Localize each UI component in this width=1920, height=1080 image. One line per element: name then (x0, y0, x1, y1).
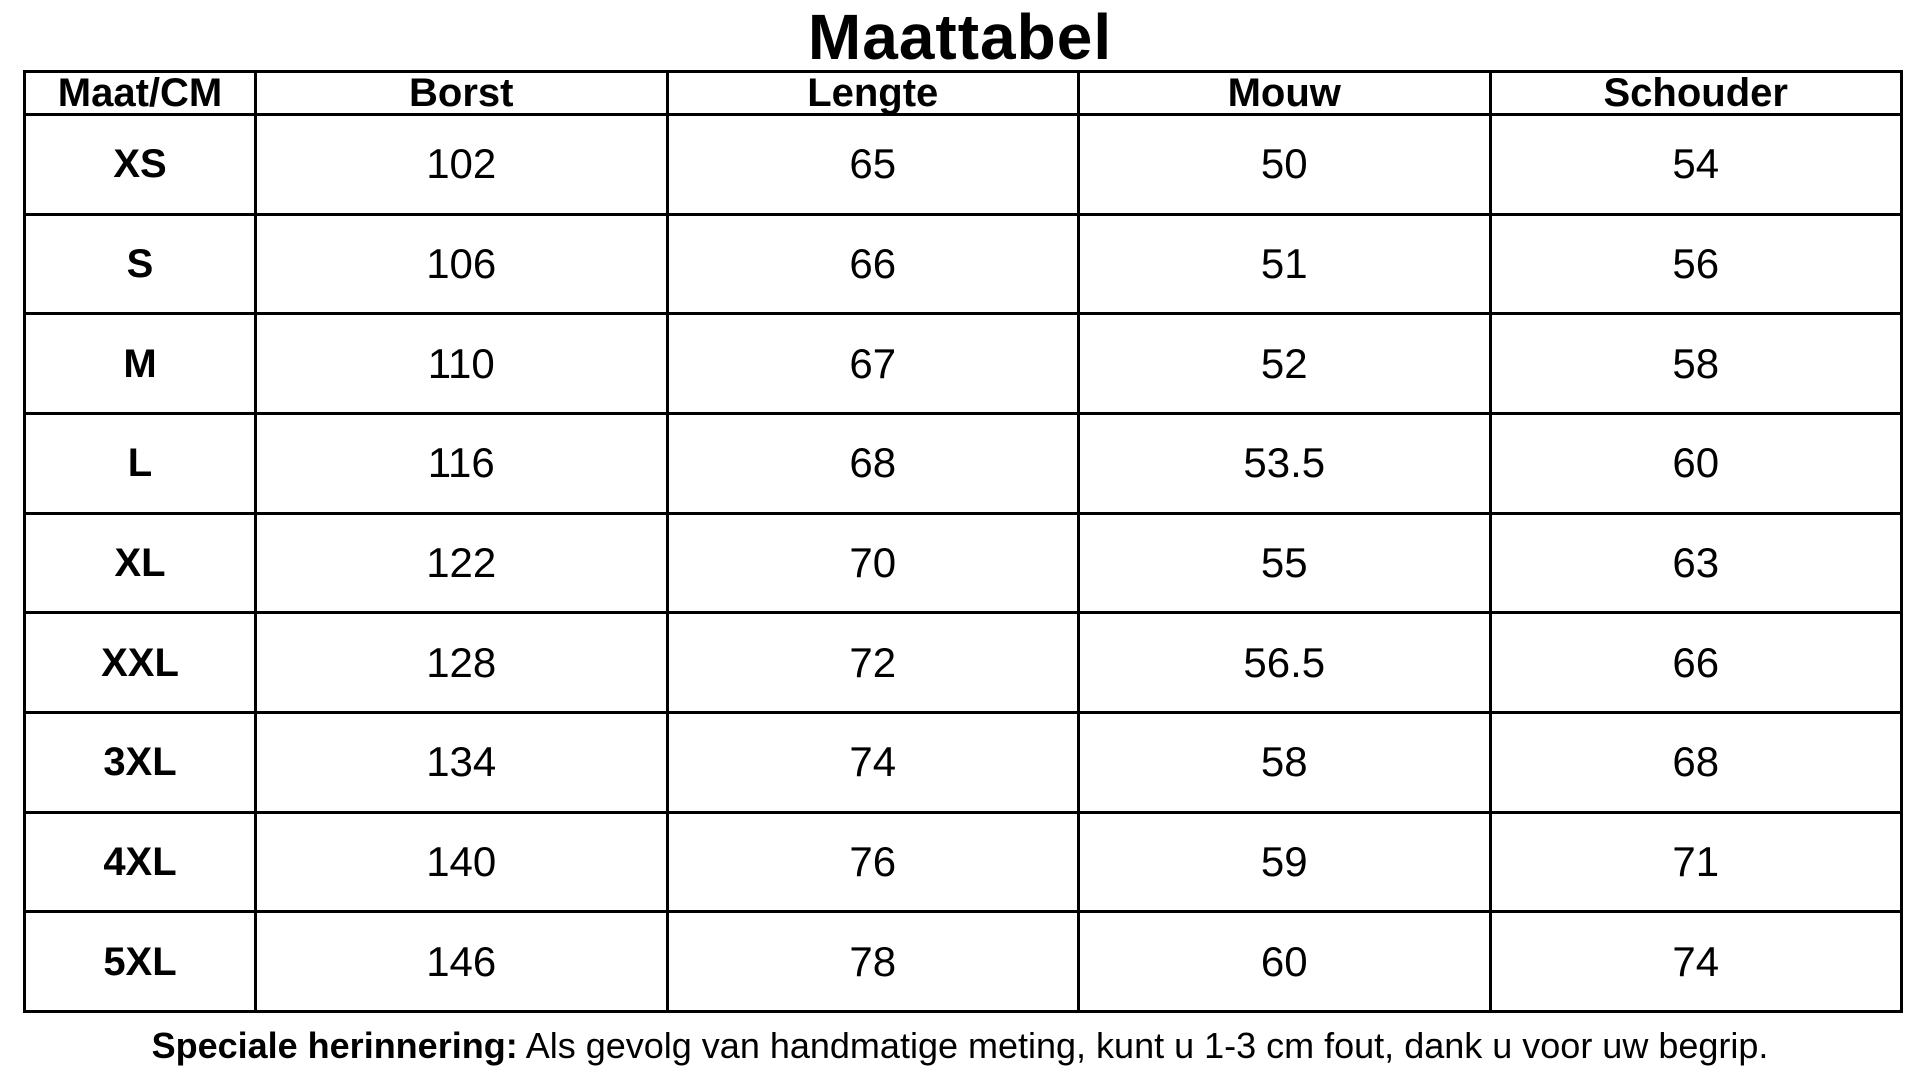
table-header-row: Maat/CM Borst Lengte Mouw Schouder (23, 70, 1903, 116)
size-cell: XS (23, 113, 257, 216)
table-row: XL 122 70 55 63 (23, 511, 1903, 615)
chest-cell: 146 (254, 910, 669, 1013)
length-cell: 67 (665, 312, 1080, 415)
note-text: Als gevolg van handmatige meting, kunt u… (517, 1025, 1769, 1066)
shoulder-cell: 66 (1488, 611, 1903, 714)
shoulder-cell: 54 (1488, 113, 1903, 216)
chest-cell: 116 (254, 411, 669, 515)
shoulder-cell: 58 (1488, 312, 1903, 415)
length-cell: 70 (665, 511, 1080, 615)
sleeve-cell: 52 (1077, 312, 1492, 415)
page-title: Maattabel (807, 1, 1113, 73)
size-cell: S (23, 212, 257, 316)
length-cell: 76 (665, 810, 1080, 914)
column-header-length: Lengte (665, 70, 1080, 116)
shoulder-cell: 63 (1488, 511, 1903, 615)
size-cell: XXL (23, 611, 257, 714)
sleeve-cell: 50 (1077, 113, 1492, 216)
length-cell: 68 (665, 411, 1080, 515)
shoulder-cell: 74 (1488, 910, 1903, 1013)
chest-cell: 110 (254, 312, 669, 415)
table-row: L 116 68 53.5 60 (23, 411, 1903, 515)
size-cell: L (23, 411, 257, 515)
table-row: 5XL 146 78 60 74 (23, 910, 1903, 1013)
column-header-size: Maat/CM (23, 70, 257, 116)
column-header-chest: Borst (254, 70, 669, 116)
chest-cell: 102 (254, 113, 669, 216)
sleeve-cell: 51 (1077, 212, 1492, 316)
column-header-shoulder: Schouder (1488, 70, 1903, 116)
table-row: XXL 128 72 56.5 66 (23, 611, 1903, 714)
length-cell: 72 (665, 611, 1080, 714)
shoulder-cell: 71 (1488, 810, 1903, 914)
note-label: Speciale herinnering: (151, 1025, 518, 1066)
column-header-sleeve: Mouw (1077, 70, 1492, 116)
chest-cell: 122 (254, 511, 669, 615)
size-cell: 4XL (23, 810, 257, 914)
table-row: 3XL 134 74 58 68 (23, 710, 1903, 814)
table-row: S 106 66 51 56 (23, 212, 1903, 316)
size-table: Maat/CM Borst Lengte Mouw Schouder XS 10… (23, 70, 1903, 1013)
size-cell: M (23, 312, 257, 415)
chest-cell: 134 (254, 710, 669, 814)
shoulder-cell: 68 (1488, 710, 1903, 814)
shoulder-cell: 60 (1488, 411, 1903, 515)
sleeve-cell: 60 (1077, 910, 1492, 1013)
length-cell: 65 (665, 113, 1080, 216)
chest-cell: 128 (254, 611, 669, 714)
sleeve-cell: 53.5 (1077, 411, 1492, 515)
size-cell: 3XL (23, 710, 257, 814)
length-cell: 66 (665, 212, 1080, 316)
length-cell: 74 (665, 710, 1080, 814)
table-row: 4XL 140 76 59 71 (23, 810, 1903, 914)
measurement-note: Speciale herinnering: Als gevolg van han… (0, 1023, 1920, 1069)
table-row: XS 102 65 50 54 (23, 113, 1903, 216)
chest-cell: 140 (254, 810, 669, 914)
sleeve-cell: 58 (1077, 710, 1492, 814)
sleeve-cell: 56.5 (1077, 611, 1492, 714)
length-cell: 78 (665, 910, 1080, 1013)
sleeve-cell: 55 (1077, 511, 1492, 615)
size-cell: XL (23, 511, 257, 615)
chest-cell: 106 (254, 212, 669, 316)
table-row: M 110 67 52 58 (23, 312, 1903, 415)
size-cell: 5XL (23, 910, 257, 1013)
sleeve-cell: 59 (1077, 810, 1492, 914)
shoulder-cell: 56 (1488, 212, 1903, 316)
